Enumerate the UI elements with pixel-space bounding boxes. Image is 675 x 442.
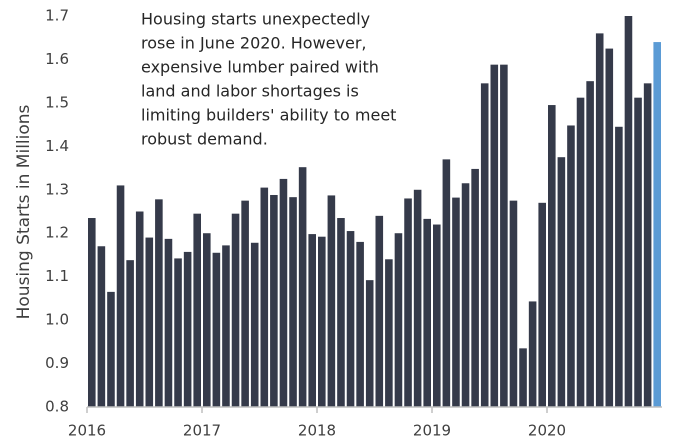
- bar: [548, 105, 556, 408]
- bar: [394, 233, 403, 407]
- x-tick-label: 2018: [298, 422, 336, 440]
- annotation-line: rose in June 2020. However,: [141, 34, 367, 53]
- bar: [308, 234, 316, 407]
- bar: [183, 251, 192, 407]
- bar: [231, 213, 240, 407]
- bar: [356, 241, 364, 407]
- bar: [605, 48, 614, 407]
- y-tick-label: 1.0: [45, 311, 69, 329]
- bar: [241, 200, 249, 407]
- y-tick-label: 1.4: [45, 137, 69, 155]
- bar: [442, 159, 451, 407]
- y-tick-label: 1.3: [45, 180, 69, 198]
- y-tick-label: 1.1: [45, 267, 69, 285]
- bar: [509, 200, 518, 407]
- bar: [433, 224, 441, 407]
- y-tick-label: 0.8: [45, 398, 69, 416]
- bar: [413, 189, 422, 407]
- bar: [385, 259, 393, 407]
- bar: [423, 218, 431, 407]
- x-tick-label: 2016: [68, 422, 106, 440]
- bar: [528, 301, 537, 407]
- bar: [97, 246, 106, 407]
- bar: [586, 81, 594, 408]
- bar: [471, 168, 479, 407]
- bar: [222, 245, 230, 407]
- bar: [557, 157, 566, 407]
- bar: [289, 197, 297, 407]
- bar: [116, 185, 125, 407]
- bar: [337, 218, 345, 407]
- bar: [145, 237, 154, 407]
- bar: [107, 291, 115, 407]
- y-tick-label: 1.6: [45, 50, 69, 68]
- bar: [653, 42, 661, 408]
- bar: [270, 194, 278, 407]
- bar: [155, 199, 163, 407]
- annotation-line: limiting builders' ability to meet: [141, 106, 396, 125]
- bar: [260, 187, 269, 407]
- bar: [567, 125, 575, 407]
- bar: [318, 236, 326, 407]
- bar: [126, 260, 134, 407]
- bar: [164, 238, 173, 407]
- x-tick-label: 2019: [413, 422, 451, 440]
- bar: [375, 215, 384, 407]
- bar: [327, 195, 336, 407]
- y-axis-label: Housing Starts in Millions: [14, 104, 34, 319]
- annotation-line: land and labor shortages is: [141, 82, 359, 101]
- bar: [404, 198, 412, 407]
- bar: [250, 242, 259, 407]
- bar: [212, 252, 221, 407]
- bar: [88, 218, 96, 407]
- y-tick-label: 1.2: [45, 224, 69, 242]
- bar: [174, 258, 182, 407]
- bar: [576, 97, 585, 408]
- bar: [538, 202, 546, 407]
- bar: [634, 97, 642, 408]
- bar: [615, 126, 623, 408]
- bar: [279, 178, 288, 407]
- bar: [519, 348, 527, 407]
- annotation-line: robust demand.: [141, 130, 268, 149]
- bar: [490, 64, 499, 407]
- y-tick-label: 0.9: [45, 354, 69, 372]
- bar: [500, 64, 508, 407]
- bar: [452, 197, 460, 407]
- y-tick-label: 1.5: [45, 93, 69, 111]
- bar: [203, 233, 211, 407]
- bar: [193, 213, 201, 407]
- bar: [298, 167, 307, 407]
- bar: [480, 83, 489, 407]
- x-tick-label: 2020: [528, 422, 566, 440]
- x-tick-label: 2017: [183, 422, 221, 440]
- bar: [643, 83, 652, 407]
- bar: [135, 211, 144, 407]
- annotation-line: Housing starts unexpectedly: [141, 10, 370, 29]
- annotation-line: expensive lumber paired with: [141, 58, 379, 77]
- bar: [346, 231, 355, 407]
- bar: [461, 183, 470, 407]
- y-tick-label: 1.7: [45, 7, 69, 25]
- bar: [624, 16, 633, 407]
- bar: [595, 33, 604, 407]
- bar: [365, 280, 374, 407]
